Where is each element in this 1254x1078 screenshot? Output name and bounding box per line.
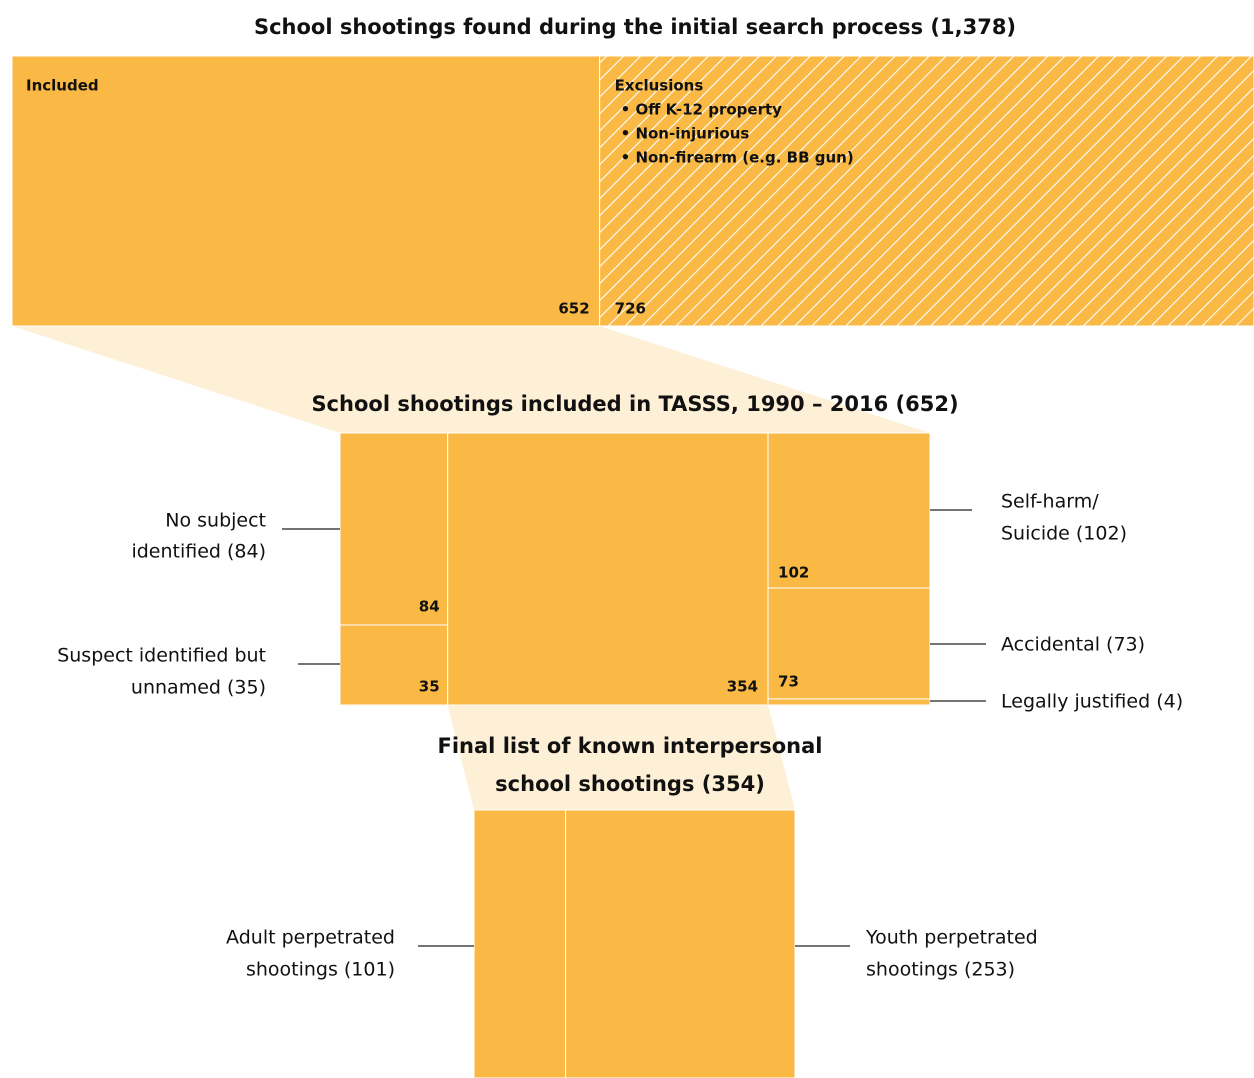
value-label: 652	[558, 300, 589, 318]
exclusion-item: • Off K-12 property	[621, 101, 782, 119]
side-label: identified (84)	[131, 541, 266, 563]
block	[473, 809, 567, 1078]
exclusion-item: • Non-injurious	[621, 125, 750, 143]
side-label: shootings (253)	[866, 959, 1015, 981]
side-label: Adult perpetrated	[226, 927, 395, 949]
section-title: School shootings included in TASSS, 1990…	[311, 392, 958, 416]
value-label: 84	[419, 598, 440, 616]
section-title: school shootings (354)	[495, 772, 765, 796]
side-label: Self-harm/	[1001, 491, 1099, 513]
side-label: unnamed (35)	[131, 677, 266, 699]
side-label: Accidental (73)	[1001, 634, 1145, 656]
block	[767, 698, 931, 706]
value-label: 35	[419, 678, 440, 696]
side-label: Suicide (102)	[1001, 523, 1127, 545]
block	[11, 55, 601, 327]
value-label: 73	[778, 672, 799, 690]
side-label: Youth perpetrated	[865, 927, 1038, 949]
block	[339, 432, 449, 626]
funnel	[12, 326, 930, 433]
block	[447, 432, 769, 706]
side-label: Suspect identified but	[57, 645, 266, 667]
value-label: 354	[727, 678, 758, 696]
value-label: 102	[778, 563, 809, 581]
funnel	[447, 705, 795, 810]
block	[599, 55, 1254, 327]
value-label: 726	[615, 300, 646, 318]
block	[565, 809, 796, 1078]
section-title: Final list of known interpersonal	[438, 734, 823, 758]
side-label: Legally justified (4)	[1001, 691, 1183, 713]
side-label: No subject	[165, 510, 266, 532]
block-label: Exclusions	[615, 77, 704, 95]
side-label: shootings (101)	[246, 959, 395, 981]
section-title: School shootings found during the initia…	[254, 15, 1016, 39]
block-label: Included	[26, 77, 99, 95]
exclusion-item: • Non-firearm (e.g. BB gun)	[621, 149, 854, 167]
